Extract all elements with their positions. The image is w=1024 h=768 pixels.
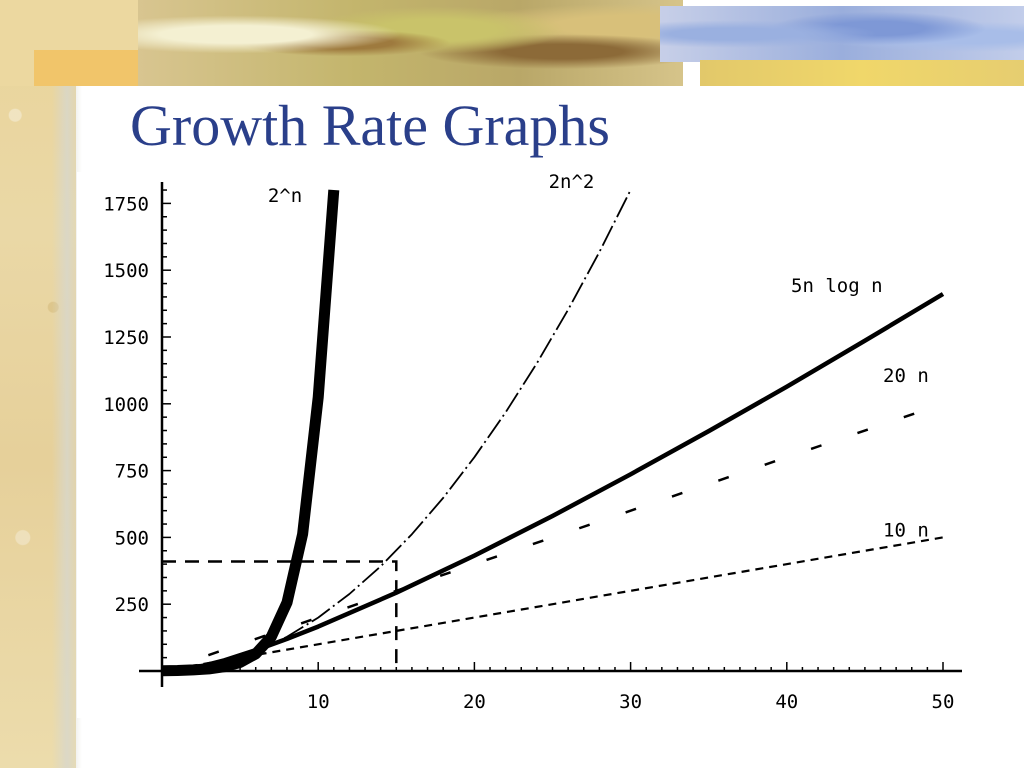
growth-rate-chart: 250 500 750 1000 1250 1500 1750 10 20 30 40 50 2^n 2n… [103, 171, 962, 713]
series-label-0: 2^n [268, 185, 302, 207]
series-line-1 [161, 189, 632, 672]
y-tick-label: 250 [115, 594, 149, 616]
x-tick-label: 30 [619, 691, 642, 713]
crossover-guide-line [162, 560, 398, 671]
x-tick-label: 40 [775, 691, 798, 713]
y-tick-label: 1250 [103, 327, 149, 349]
banner-blue-image [660, 6, 1024, 62]
series-line-2 [177, 292, 945, 674]
series-label-1: 2n^2 [549, 172, 595, 193]
x-tick-label: 50 [932, 691, 955, 713]
series-label-4: 10 n [883, 519, 929, 541]
chart-panel: 250 500 750 1000 1250 1500 1750 10 20 30 40 50 2^n 2n… [77, 171, 975, 718]
page-title: Growth Rate Graphs [130, 93, 611, 158]
x-tick-label: 20 [463, 691, 486, 713]
banner-leaves-image [138, 0, 683, 86]
banner-gold-block [34, 50, 154, 86]
y-tick-label: 500 [115, 527, 149, 549]
y-tick-label: 1750 [103, 193, 149, 215]
top-banner [0, 0, 1024, 86]
y-tick-label: 1500 [103, 260, 149, 282]
series-label-2: 5n log n [791, 275, 883, 297]
banner-yellow-image [700, 60, 1024, 86]
series-label-3: 20 n [883, 365, 929, 387]
y-tick-label: 1000 [103, 394, 149, 416]
series-line-4 [161, 536, 944, 673]
series-line-0 [161, 189, 340, 677]
series-line-3 [161, 402, 944, 673]
x-tick-label: 10 [307, 691, 330, 713]
y-tick-label: 750 [115, 461, 149, 483]
